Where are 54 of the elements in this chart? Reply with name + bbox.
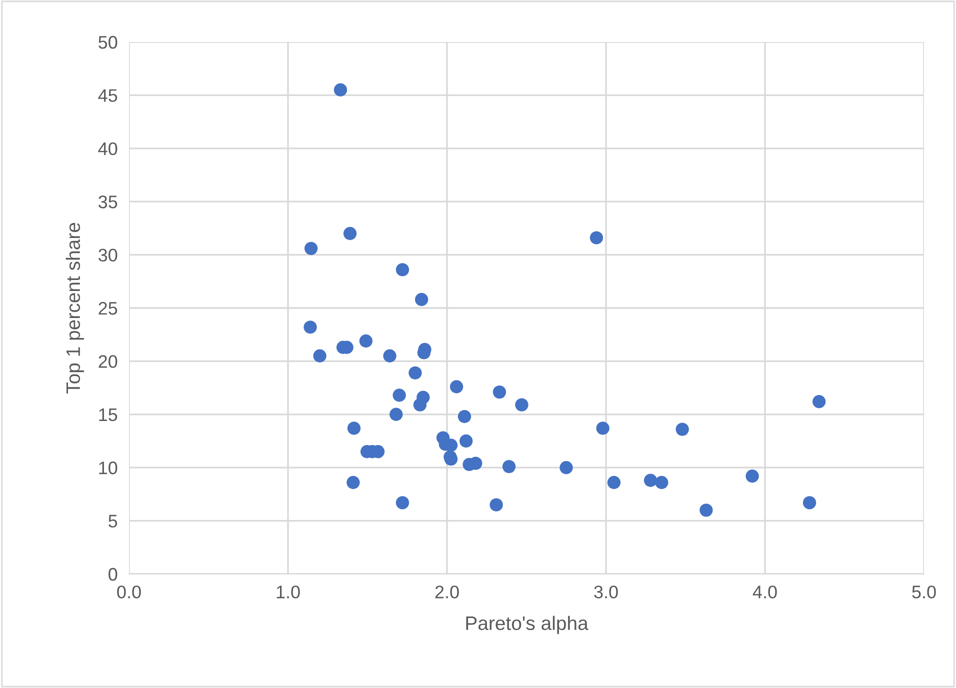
y-tick-label: 15 — [99, 408, 118, 422]
x-tick-label: 5.0 — [912, 586, 936, 598]
point — [304, 242, 318, 256]
point — [802, 496, 816, 510]
point — [607, 476, 621, 490]
point — [596, 422, 610, 435]
x-tick-label: 0.0 — [117, 586, 141, 598]
point — [450, 380, 464, 394]
point — [490, 498, 503, 512]
point — [458, 410, 472, 424]
y-tick-label: 50 — [98, 36, 118, 49]
point — [343, 226, 357, 240]
x-tick-label: 4.0 — [752, 586, 777, 598]
y-tick-label: 30 — [98, 248, 118, 262]
x-tick-label: 1.0 — [276, 586, 300, 598]
x-axis-title: Pareto's alpha — [466, 616, 588, 634]
point — [396, 496, 410, 510]
point — [334, 83, 348, 96]
point — [459, 434, 473, 448]
y-tick-label: 0 — [108, 568, 118, 581]
y-tick-label: 20 — [98, 355, 118, 368]
point — [590, 231, 604, 244]
point — [392, 388, 406, 402]
point — [492, 385, 506, 399]
y-tick-label: 45 — [98, 89, 118, 102]
y-tick-label: 35 — [98, 196, 118, 208]
point — [383, 349, 396, 362]
y-tick-label: 5 — [108, 514, 118, 528]
x-tick-label: 2.0 — [435, 586, 459, 598]
y-tick-label: 25 — [98, 302, 118, 315]
point — [396, 263, 410, 276]
point — [346, 476, 360, 490]
point — [408, 366, 422, 380]
point — [515, 398, 528, 412]
point — [359, 334, 372, 348]
point — [413, 398, 427, 412]
point — [676, 422, 689, 436]
point — [644, 474, 658, 487]
y-tick-label: 40 — [98, 142, 118, 156]
point — [347, 422, 361, 435]
point — [560, 461, 573, 474]
point — [390, 408, 403, 421]
point — [655, 476, 668, 490]
x-tick-label: 3.0 — [594, 586, 618, 598]
point — [313, 349, 326, 362]
point — [746, 470, 759, 483]
point — [700, 504, 713, 517]
y-axis-title: Top 1 percent share — [66, 222, 84, 394]
point — [812, 395, 826, 408]
point — [469, 456, 482, 470]
point — [304, 320, 317, 334]
y-tick-label: 10 — [99, 462, 118, 474]
point — [502, 460, 516, 474]
point — [414, 292, 428, 306]
